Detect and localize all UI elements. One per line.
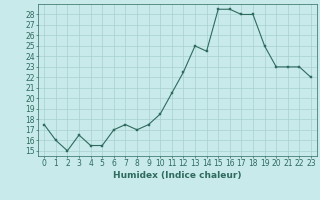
X-axis label: Humidex (Indice chaleur): Humidex (Indice chaleur) [113,171,242,180]
